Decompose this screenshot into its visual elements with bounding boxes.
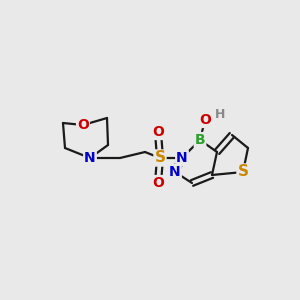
Text: H: H	[215, 109, 225, 122]
Text: S: S	[238, 164, 248, 179]
Text: B: B	[195, 133, 205, 147]
Text: O: O	[199, 113, 211, 127]
Text: N: N	[84, 151, 96, 165]
Text: N: N	[176, 151, 188, 165]
Text: O: O	[152, 125, 164, 139]
Text: S: S	[154, 151, 166, 166]
Text: N: N	[169, 165, 181, 179]
Text: O: O	[77, 118, 89, 132]
Text: O: O	[152, 176, 164, 190]
